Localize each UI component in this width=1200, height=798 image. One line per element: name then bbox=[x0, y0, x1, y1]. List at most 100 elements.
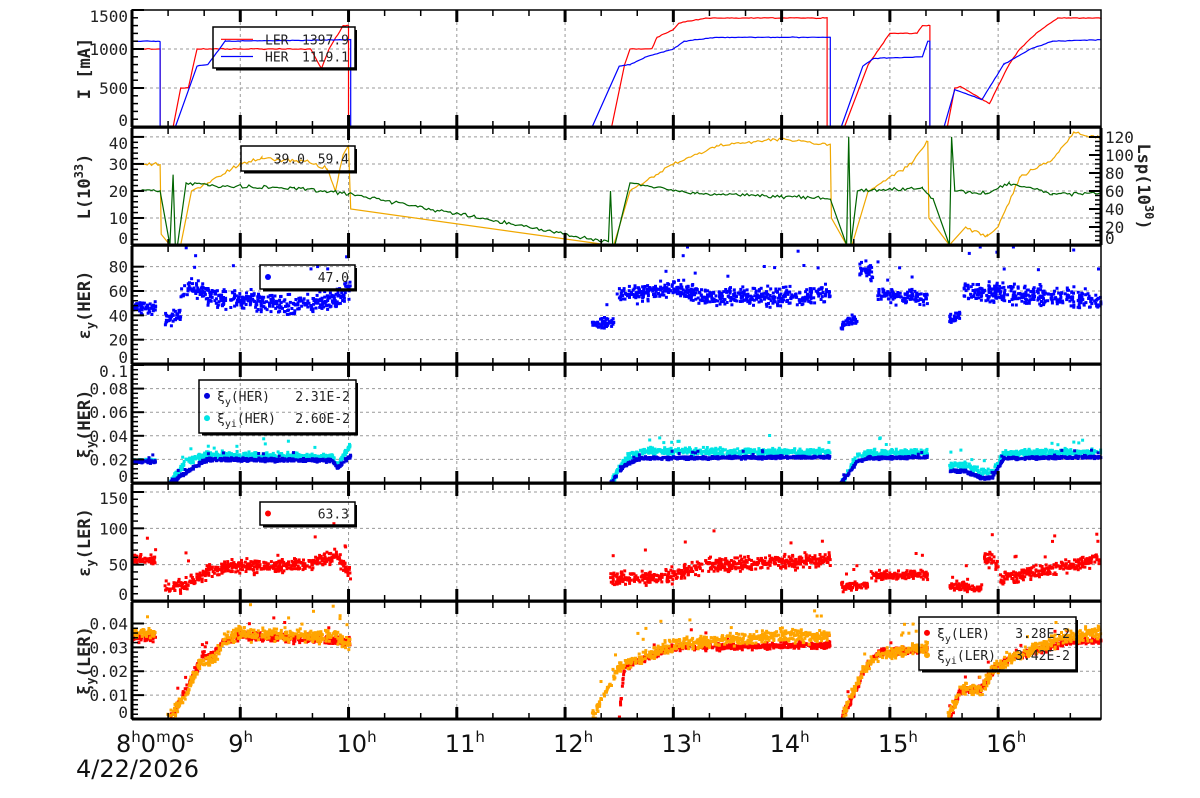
data-point-eps_y_HER bbox=[203, 292, 207, 296]
data-point-eps_y_HER bbox=[1024, 297, 1027, 301]
data-point-xi_yi_HER bbox=[963, 460, 967, 464]
data-point-eps_y_HER bbox=[1042, 290, 1046, 294]
data-point-xi_y_HER bbox=[1029, 455, 1033, 459]
data-point-eps_y_HER bbox=[759, 286, 763, 290]
data-point-xi_yi_HER bbox=[640, 452, 644, 455]
data-point-xi_y_HER bbox=[176, 476, 180, 480]
data-point-xi_yi_HER bbox=[331, 454, 335, 458]
data-point-eps_y_HER bbox=[1090, 301, 1094, 305]
data-point-eps_y_HER bbox=[216, 303, 220, 307]
data-point-xi_yi_HER bbox=[980, 473, 984, 477]
data-point-eps_y_HER bbox=[624, 292, 628, 296]
data-point-eps_y_HER bbox=[1058, 297, 1062, 301]
data-point-xi_y_HER bbox=[749, 456, 753, 460]
data-point-eps_y_HER bbox=[654, 294, 658, 298]
data-point-eps_y_HER bbox=[189, 287, 193, 291]
data-point-eps_y_HER bbox=[812, 287, 816, 291]
data-point-eps_y_HER bbox=[1079, 301, 1083, 305]
data-point-eps_y_HER bbox=[924, 297, 928, 301]
data-point-eps_y_LER bbox=[133, 554, 137, 558]
data-point-xi_y_HER bbox=[948, 470, 952, 474]
data-point-eps_y_HER bbox=[254, 305, 258, 309]
data-point-eps_y_HER bbox=[139, 303, 143, 307]
data-point-eps_y_HER bbox=[142, 301, 146, 305]
data-point-eps_y_HER bbox=[729, 295, 733, 299]
data-point-eps_y_HER bbox=[1072, 300, 1076, 304]
data-point-eps_y_HER bbox=[1071, 298, 1075, 302]
data-point-eps_y_HER bbox=[216, 305, 220, 309]
data-point-eps_y_HER bbox=[1027, 299, 1031, 303]
data-point-eps_y_HER bbox=[763, 291, 767, 295]
data-point-xi_y_HER bbox=[628, 462, 632, 466]
data-point-eps_y_HER bbox=[979, 295, 983, 299]
data-point-xi_yi_HER bbox=[628, 452, 632, 456]
data-point-xi_y_HER bbox=[677, 452, 681, 455]
data-point-xi_yi_HER bbox=[951, 466, 954, 470]
data-point-xi_y_HER bbox=[340, 462, 344, 466]
data-point-eps_y_HER bbox=[273, 294, 277, 298]
data-point-eps_y_HER bbox=[675, 286, 679, 290]
data-point-eps_y_LER bbox=[349, 577, 352, 581]
data-point-eps_y_HER bbox=[186, 287, 190, 291]
data-point-eps_y_LER bbox=[320, 559, 324, 562]
data-point-eps_y_HER bbox=[278, 303, 282, 307]
data-point-xi_yi_HER bbox=[771, 449, 775, 453]
data-point-xi_yi_HER bbox=[699, 451, 703, 455]
data-point-xi_y_HER bbox=[342, 460, 346, 464]
data-point-eps_y_HER bbox=[336, 302, 340, 306]
data-point-eps_y_HER bbox=[803, 295, 807, 299]
data-point-xi_y_HER bbox=[182, 473, 186, 477]
data-point-eps_y_HER bbox=[987, 280, 991, 284]
data-point-xi_yi_HER bbox=[797, 451, 801, 455]
data-point-eps_y_HER bbox=[977, 283, 980, 286]
data-point-eps_y_HER bbox=[728, 291, 732, 295]
data-point-xi_yi_HER bbox=[949, 450, 953, 454]
data-point-xi_y_HER bbox=[1007, 456, 1011, 460]
data-point-eps_y_HER bbox=[274, 306, 278, 310]
data-point-eps_y_HER bbox=[303, 303, 307, 307]
data-point-eps_y_HER bbox=[1032, 290, 1036, 293]
data-point-eps_y_HER bbox=[209, 290, 213, 294]
data-point-eps_y_HER bbox=[276, 305, 279, 309]
data-point-eps_y_HER bbox=[231, 291, 235, 295]
data-point-xi_yi_HER bbox=[209, 451, 212, 455]
data-point-eps_y_HER bbox=[652, 293, 655, 296]
data-point-xi_yi_HER bbox=[194, 457, 198, 461]
data-point-eps_y_HER bbox=[914, 296, 918, 299]
data-point-xi_y_HER bbox=[670, 449, 674, 453]
data-point-eps_y_HER bbox=[825, 290, 829, 294]
data-point-eps_y_HER bbox=[341, 299, 345, 302]
data-point-xi_yi_HER bbox=[867, 451, 871, 455]
data-point-eps_y_HER bbox=[235, 303, 239, 307]
data-point-xi_y_HER bbox=[315, 458, 319, 462]
data-point-eps_y_HER bbox=[801, 302, 805, 306]
data-point-eps_y_LER bbox=[269, 560, 273, 564]
data-point-eps_y_HER bbox=[759, 295, 762, 299]
data-point-xi_y_HER bbox=[799, 455, 803, 459]
data-point-xi_y_HER bbox=[675, 455, 679, 459]
data-point-eps_y_HER bbox=[888, 293, 892, 297]
data-point-xi_yi_HER bbox=[617, 468, 621, 472]
data-point-eps_y_HER bbox=[1024, 300, 1028, 303]
data-point-xi_yi_HER bbox=[912, 451, 916, 455]
data-point-eps_y_HER bbox=[253, 300, 257, 303]
data-point-eps_y_LER bbox=[149, 553, 153, 557]
data-point-xi_yi_HER bbox=[189, 447, 193, 451]
data-point-eps_y_LER bbox=[307, 559, 311, 563]
data-point-eps_y_HER bbox=[1079, 293, 1083, 297]
data-point-xi_yi_HER bbox=[926, 452, 929, 456]
data-point-xi_yi_HER bbox=[971, 470, 975, 474]
data-point-eps_y_HER bbox=[246, 298, 250, 302]
data-point-eps_y_HER bbox=[210, 295, 214, 299]
data-point-xi_yi_HER bbox=[1022, 452, 1026, 456]
data-point-xi_yi_HER bbox=[254, 451, 258, 455]
data-point-eps_y_HER bbox=[1079, 299, 1083, 303]
data-point-eps_y_HER bbox=[755, 295, 759, 299]
data-point-eps_y_HER bbox=[745, 288, 749, 292]
data-point-eps_y_HER bbox=[910, 275, 914, 279]
data-point-xi_yi_HER bbox=[721, 447, 725, 451]
data-point-xi_yi_HER bbox=[818, 449, 822, 453]
data-point-eps_y_HER bbox=[714, 294, 718, 298]
data-point-eps_y_HER bbox=[634, 296, 638, 300]
data-point-xi_yi_HER bbox=[730, 449, 734, 453]
